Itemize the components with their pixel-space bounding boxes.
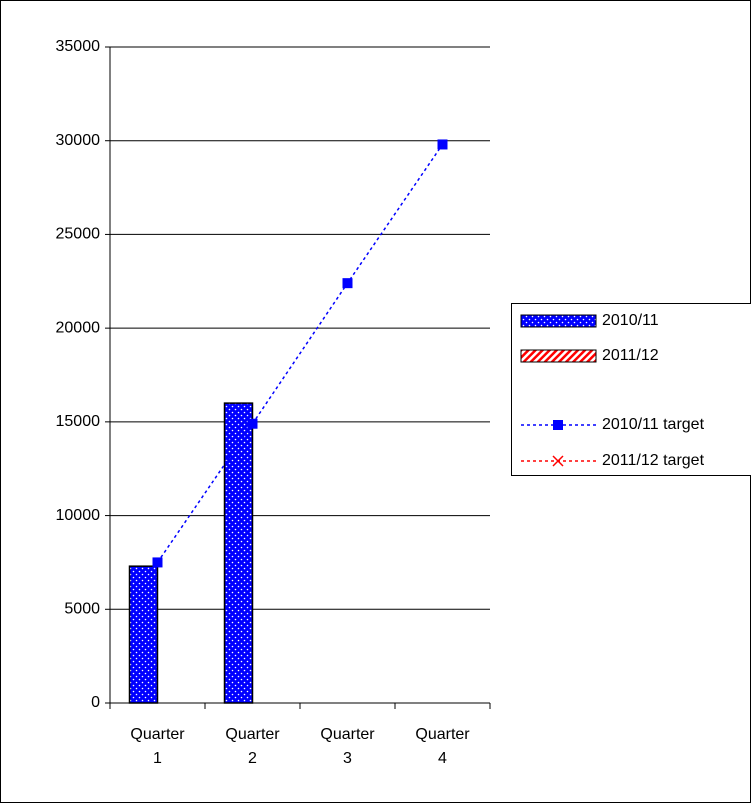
legend-label: 2010/11 target: [602, 416, 705, 433]
legend-label: 2011/12 target: [602, 452, 705, 469]
target-marker: [342, 278, 353, 289]
y-tick-label: 30000: [56, 132, 101, 149]
y-tick-label: 5000: [64, 601, 100, 618]
x-tick-label: Quarter 4: [415, 726, 470, 767]
legend-marker: [553, 420, 563, 430]
target-marker: [247, 418, 258, 429]
y-tick-label: 20000: [56, 319, 101, 336]
target-marker: [152, 557, 163, 568]
bar: [128, 565, 159, 704]
x-tick-label: Quarter 3: [320, 726, 375, 767]
y-tick-label: 15000: [56, 413, 101, 430]
legend-box: [511, 303, 751, 476]
y-tick-label: 10000: [56, 507, 101, 524]
y-tick-label: 35000: [56, 38, 101, 55]
legend-label: 2010/11: [602, 312, 659, 329]
target-marker: [437, 139, 448, 150]
target-line: [156, 144, 444, 563]
x-tick-label: Quarter 2: [225, 726, 280, 767]
legend-marker: [552, 455, 564, 467]
bar: [223, 402, 254, 704]
x-tick-label: Quarter 1: [130, 726, 185, 767]
legend-label: 2011/12: [602, 347, 659, 364]
legend-swatch: [520, 349, 597, 363]
y-tick-label: 25000: [56, 226, 101, 243]
y-tick-label: 0: [91, 694, 100, 711]
legend-swatch: [520, 314, 597, 328]
